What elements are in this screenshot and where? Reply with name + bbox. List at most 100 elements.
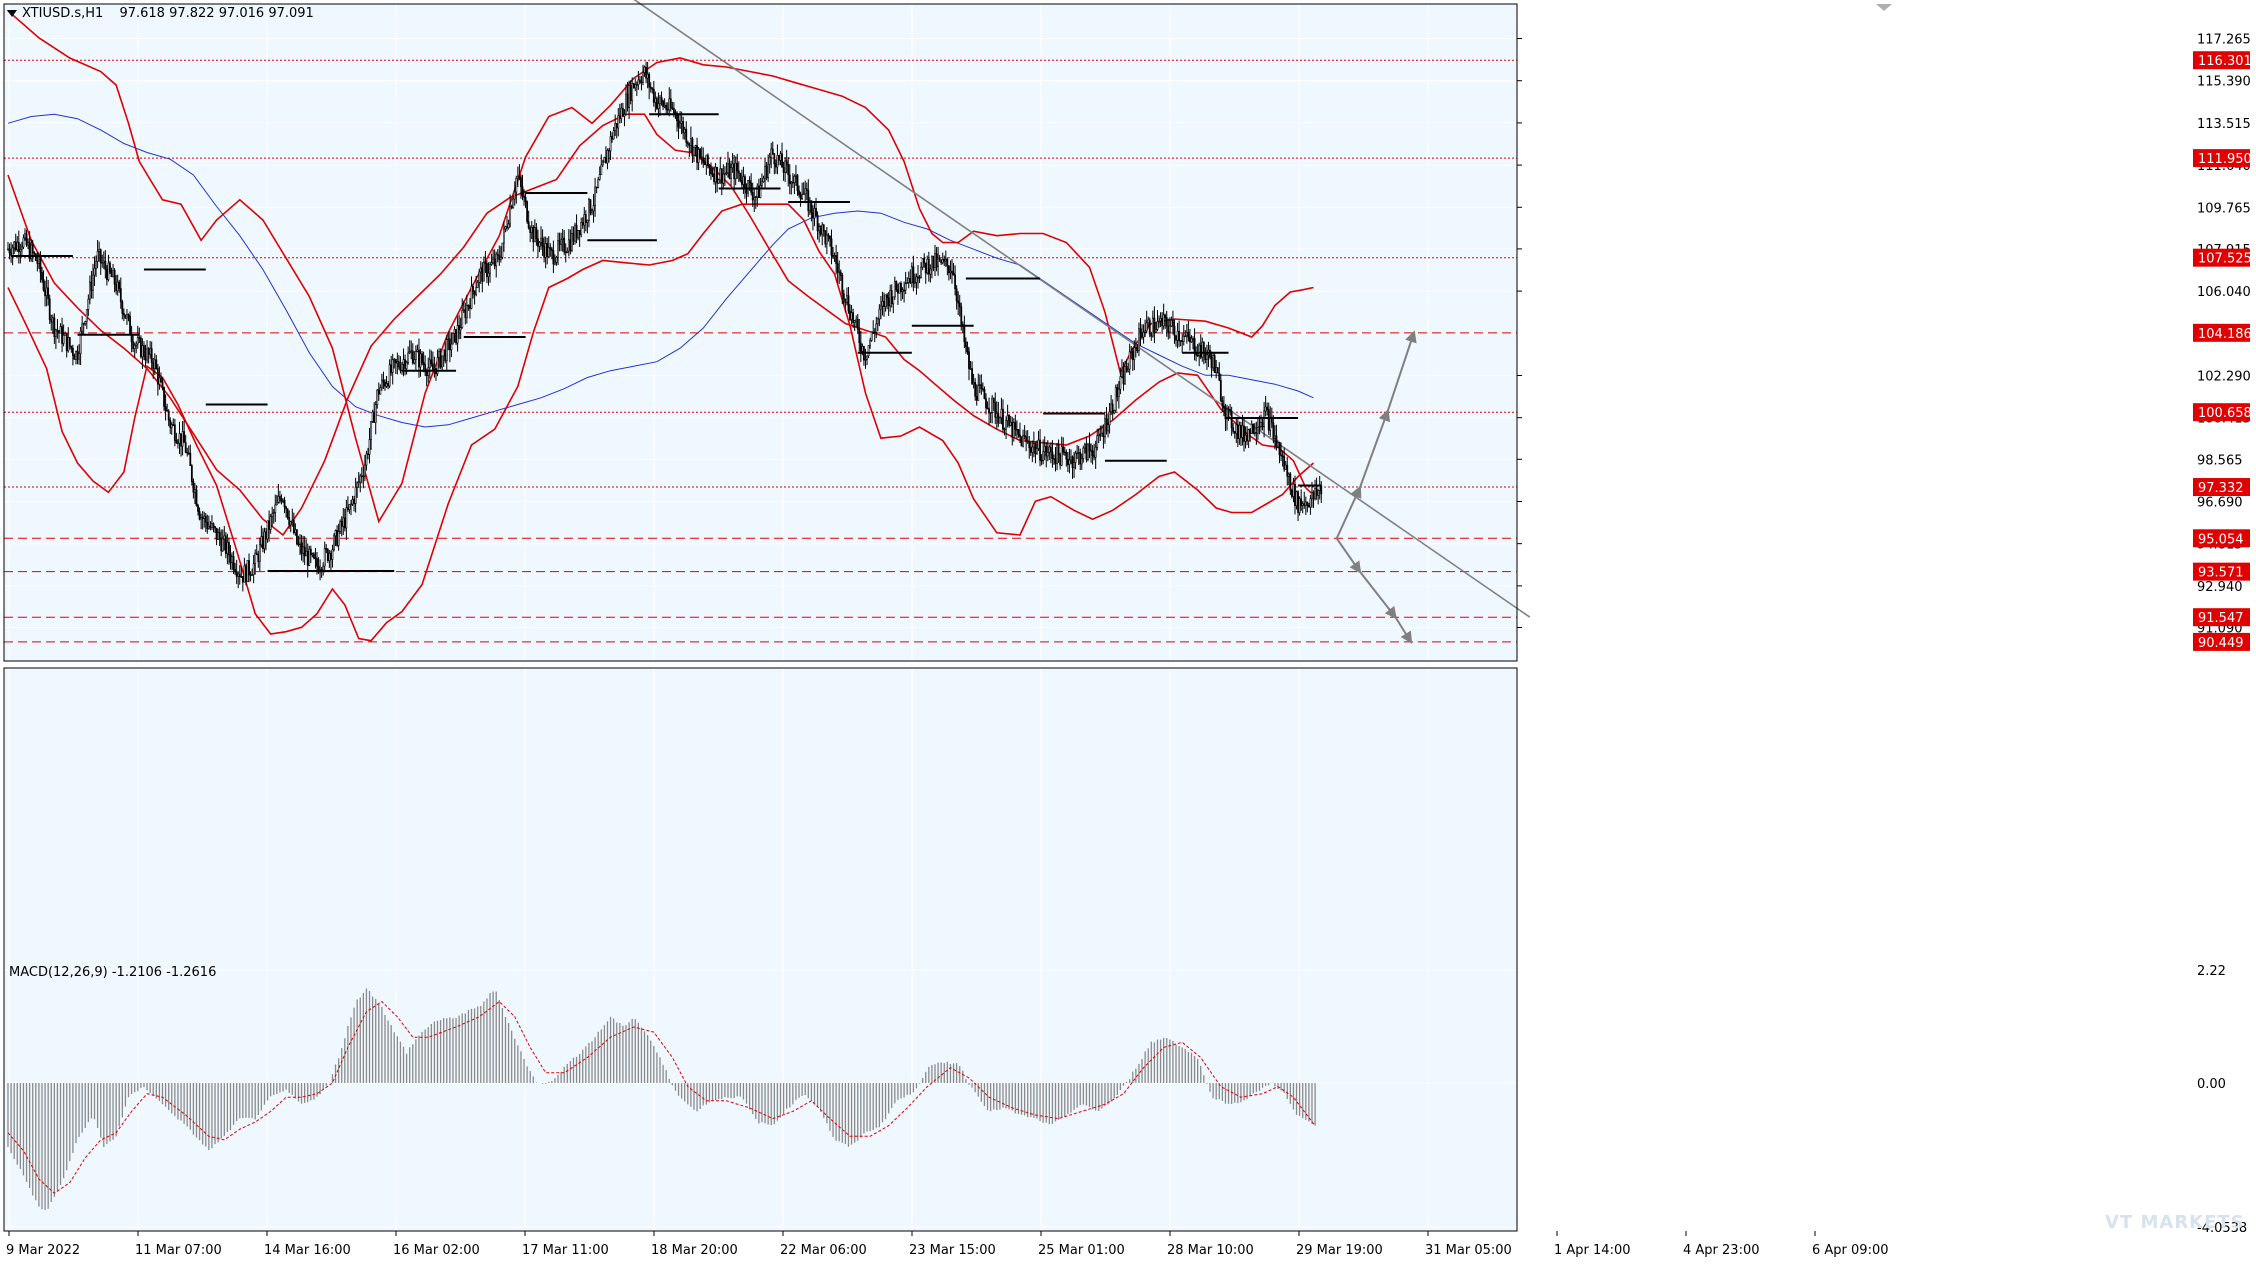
candle-body: [105, 269, 108, 281]
candle-body: [1153, 317, 1156, 333]
macd-pane-border: [3, 667, 1518, 1232]
candle-body: [1266, 406, 1269, 410]
candle: [357, 472, 360, 489]
candle-body: [753, 197, 756, 201]
candle-body: [790, 181, 793, 184]
candle: [367, 447, 369, 460]
candle: [465, 294, 468, 324]
candle-body: [1083, 444, 1086, 449]
candle: [725, 162, 728, 176]
candle-body: [84, 321, 87, 324]
candle-body: [337, 531, 340, 546]
candle-body: [825, 234, 828, 245]
candle: [734, 156, 737, 186]
candle: [693, 146, 695, 163]
candle: [388, 359, 391, 389]
candle: [532, 225, 535, 252]
candle: [393, 357, 396, 369]
candle-body: [642, 72, 644, 83]
candle-body: [359, 475, 362, 483]
candle-body: [881, 300, 884, 307]
candle-body: [946, 258, 949, 267]
candle: [884, 294, 887, 312]
candle-body: [167, 410, 170, 421]
candle-body: [411, 350, 414, 364]
candle: [648, 72, 651, 100]
candle-body: [279, 495, 281, 500]
candle: [161, 377, 164, 391]
x-tick-label: 29 Mar 19:00: [1296, 1243, 1383, 1258]
candle: [507, 219, 510, 230]
candle-body: [680, 121, 683, 124]
candle-body: [231, 556, 233, 563]
x-tick-label: 25 Mar 01:00: [1038, 1243, 1125, 1258]
candle: [802, 182, 805, 195]
candle: [96, 239, 99, 269]
candle-body: [578, 230, 581, 236]
candle-body: [1141, 333, 1143, 338]
candle: [146, 340, 148, 364]
candle: [1260, 414, 1262, 431]
candle-body: [428, 359, 431, 369]
candle-body: [708, 165, 711, 169]
candle: [226, 533, 229, 565]
candle: [207, 515, 210, 530]
candle: [887, 291, 890, 316]
candle: [563, 230, 566, 256]
candle-body: [14, 241, 17, 250]
candle: [456, 316, 459, 352]
candle-body: [1088, 443, 1091, 451]
candle-body: [679, 123, 681, 128]
candle: [356, 481, 359, 498]
candle-body: [220, 538, 223, 552]
candle: [28, 231, 31, 262]
candle-body: [64, 333, 67, 336]
candle-body: [1026, 440, 1029, 443]
candle-body: [764, 165, 766, 179]
candle-body: [379, 387, 382, 395]
candle-body: [438, 350, 440, 358]
candle: [626, 81, 629, 112]
candle-body: [1298, 498, 1301, 513]
candle: [127, 313, 130, 322]
candle: [683, 126, 686, 140]
candle: [791, 173, 794, 188]
candle-body: [1190, 338, 1193, 343]
candle-body: [617, 115, 620, 129]
candle-body: [983, 389, 986, 399]
candle-body: [203, 515, 206, 519]
x-tick-label: 16 Mar 02:00: [393, 1243, 480, 1258]
candle: [1250, 420, 1253, 435]
candle: [1039, 429, 1041, 467]
candle: [893, 276, 896, 300]
candle: [1274, 425, 1276, 450]
candle: [1277, 440, 1279, 448]
candle: [756, 183, 759, 207]
candle: [1128, 343, 1131, 375]
candle-body: [1315, 488, 1318, 496]
candle: [501, 242, 504, 260]
candle-body: [95, 261, 97, 269]
candle: [530, 221, 533, 240]
candle: [586, 219, 589, 234]
candle: [1057, 439, 1060, 463]
candle: [1219, 373, 1222, 403]
candle-body: [399, 366, 402, 371]
symbol-menu-icon[interactable]: [7, 10, 17, 17]
candle-body: [1294, 483, 1296, 506]
candle: [1173, 319, 1176, 344]
candle: [689, 126, 692, 153]
candle: [912, 255, 915, 292]
candle-body: [150, 348, 153, 364]
candle-body: [631, 83, 634, 101]
candle-body: [903, 289, 906, 292]
candle: [1206, 344, 1208, 370]
candle-body: [1105, 418, 1108, 432]
candle-body: [787, 164, 790, 176]
candle-body: [757, 185, 760, 198]
candle: [927, 251, 930, 282]
candle: [1015, 420, 1018, 439]
candle-body: [175, 440, 178, 443]
candle-body: [1100, 432, 1103, 437]
candle-body: [1278, 441, 1281, 456]
